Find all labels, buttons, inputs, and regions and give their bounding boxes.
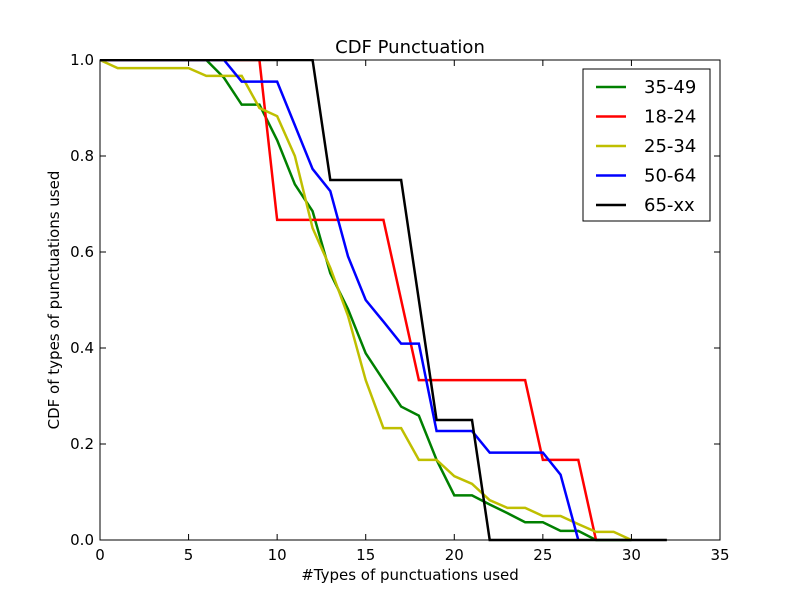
plot-area (99, 59, 667, 542)
legend-label-35-49: 35-49 (644, 77, 696, 98)
y-tick-label: 0.6 (70, 243, 94, 261)
legend: 35-49 18-24 25-34 50-64 65-xx (582, 68, 711, 222)
y-axis-label: CDF of types of punctuations used (45, 171, 63, 430)
series-line-50-64 (100, 59, 580, 541)
series-line-65-xx (100, 59, 667, 542)
legend-label-25-34: 25-34 (644, 136, 696, 157)
y-tick-label: 1.0 (70, 51, 94, 69)
x-tick-label: 10 (268, 546, 287, 564)
x-tick-label: 35 (710, 546, 729, 564)
legend-label-18-24: 18-24 (644, 107, 696, 128)
x-tick-label: 30 (622, 546, 641, 564)
x-tick-labels: 0 5 10 15 20 25 30 35 (95, 546, 729, 564)
x-axis-label: #Types of punctuations used (301, 566, 519, 584)
chart-title: CDF Punctuation (335, 37, 485, 58)
x-tick-label: 5 (184, 546, 194, 564)
y-tick-labels: 0.0 0.2 0.4 0.6 0.8 1.0 (70, 51, 94, 549)
x-tick-label: 0 (95, 546, 105, 564)
x-tick-label: 25 (533, 546, 552, 564)
y-tick-label: 0.4 (70, 339, 94, 357)
axis-ticks (99, 59, 721, 541)
x-tick-label: 15 (356, 546, 375, 564)
y-tick-label: 0.2 (70, 435, 94, 453)
legend-label-50-64: 50-64 (644, 166, 696, 187)
series-line-18-24 (100, 59, 598, 541)
series-lines (99, 59, 667, 542)
x-tick-label: 20 (445, 546, 464, 564)
y-tick-label: 0.8 (70, 147, 94, 165)
y-tick-label: 0.0 (70, 531, 94, 549)
legend-label-65-xx: 65-xx (644, 195, 695, 216)
series-line-25-34 (99, 59, 632, 542)
plot-frame (99, 59, 721, 541)
